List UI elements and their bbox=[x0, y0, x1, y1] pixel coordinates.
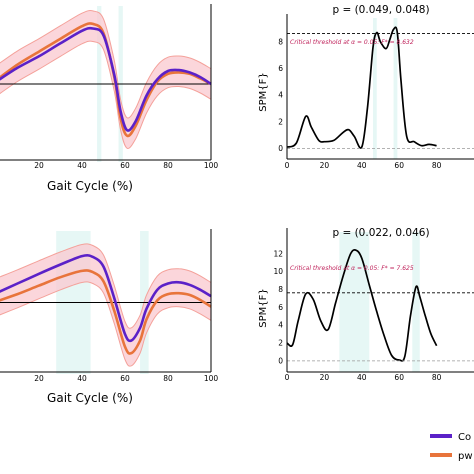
bottom-right-title: p = (0.022, 0.046) bbox=[332, 227, 429, 239]
x-tick-label: 40 bbox=[77, 161, 87, 170]
x-tick-label: 0 bbox=[285, 373, 290, 382]
x-tick-label: 60 bbox=[394, 161, 404, 170]
x-tick-label: 60 bbox=[120, 161, 130, 170]
spm-curve bbox=[286, 249, 438, 362]
y-tick-label: 6 bbox=[278, 64, 283, 73]
pwd-series-line bbox=[0, 22, 212, 138]
top-right-threshold-label: Critical threshold at α = 0.05: F* = 8.6… bbox=[290, 39, 414, 46]
x-tick-label: 40 bbox=[77, 374, 87, 383]
y-tick-label: 12 bbox=[273, 249, 283, 258]
y-tick-label: 2 bbox=[278, 117, 283, 126]
legend-label-pwd: pw bbox=[458, 451, 473, 462]
x-tick-label: 100 bbox=[204, 161, 219, 170]
x-tick-label: 20 bbox=[320, 373, 330, 382]
y-tick-label: 0 bbox=[278, 356, 283, 365]
shaded-region bbox=[373, 18, 377, 159]
top-left-kinematics-chart: 20 40 60 80 100 bbox=[0, 4, 218, 170]
bottom-left-x-axis-label: Gait Cycle (%) bbox=[47, 391, 133, 405]
x-tick-label: 100 bbox=[204, 374, 219, 383]
band-upper-edge bbox=[0, 243, 212, 329]
y-tick-label: 10 bbox=[273, 267, 283, 276]
x-tick-label: 40 bbox=[357, 373, 367, 382]
legend-swatch-control bbox=[430, 434, 452, 438]
band-lower-edge bbox=[0, 40, 212, 149]
legend: Co pw bbox=[430, 432, 473, 462]
x-tick-label: 60 bbox=[394, 373, 404, 382]
x-tick-label: 80 bbox=[163, 374, 173, 383]
x-tick-label: 80 bbox=[432, 373, 442, 382]
shaded-region bbox=[339, 232, 370, 372]
top-right-title: p = (0.049, 0.048) bbox=[332, 4, 429, 16]
bottom-right-threshold-label: Critical threshold at α = 0.05: F* = 7.6… bbox=[290, 265, 414, 272]
variability-band bbox=[0, 243, 211, 367]
shaded-region bbox=[393, 18, 398, 159]
y-tick-label: 2 bbox=[278, 339, 283, 348]
legend-swatch-pwd bbox=[430, 453, 452, 457]
band-lower-edge bbox=[0, 281, 212, 367]
x-tick-label: 0 bbox=[285, 161, 290, 170]
top-left-x-axis-label: Gait Cycle (%) bbox=[47, 179, 133, 193]
control-series-line bbox=[0, 26, 212, 132]
y-tick-label: 8 bbox=[278, 285, 283, 294]
spm-curve bbox=[286, 26, 437, 149]
y-tick-label: 4 bbox=[278, 91, 283, 100]
x-tick-label: 80 bbox=[163, 161, 173, 170]
variability-band bbox=[0, 10, 211, 149]
bottom-left-kinematics-chart: 20 40 60 80 100 bbox=[0, 229, 218, 383]
x-tick-label: 20 bbox=[34, 161, 44, 170]
top-right-y-axis-label: SPM{F} bbox=[258, 72, 269, 111]
control-series-line bbox=[0, 254, 212, 343]
y-tick-label: 6 bbox=[278, 303, 283, 312]
y-tick-label: 0 bbox=[278, 144, 283, 153]
x-tick-label: 20 bbox=[320, 161, 330, 170]
bottom-right-spm-chart: 0 2 4 6 8 10 12 0 20 40 60 80 bbox=[273, 228, 474, 382]
x-tick-label: 40 bbox=[357, 161, 367, 170]
x-tick-label: 80 bbox=[432, 161, 442, 170]
shaded-region bbox=[412, 232, 420, 372]
x-tick-label: 60 bbox=[120, 374, 130, 383]
y-tick-label: 4 bbox=[278, 321, 283, 330]
bottom-right-y-axis-label: SPM{F} bbox=[258, 288, 269, 327]
x-tick-label: 20 bbox=[34, 374, 44, 383]
y-tick-label: 8 bbox=[278, 37, 283, 46]
pwd-series-line bbox=[0, 269, 212, 355]
band-upper-edge bbox=[0, 10, 212, 119]
legend-label-control: Co bbox=[458, 432, 471, 443]
